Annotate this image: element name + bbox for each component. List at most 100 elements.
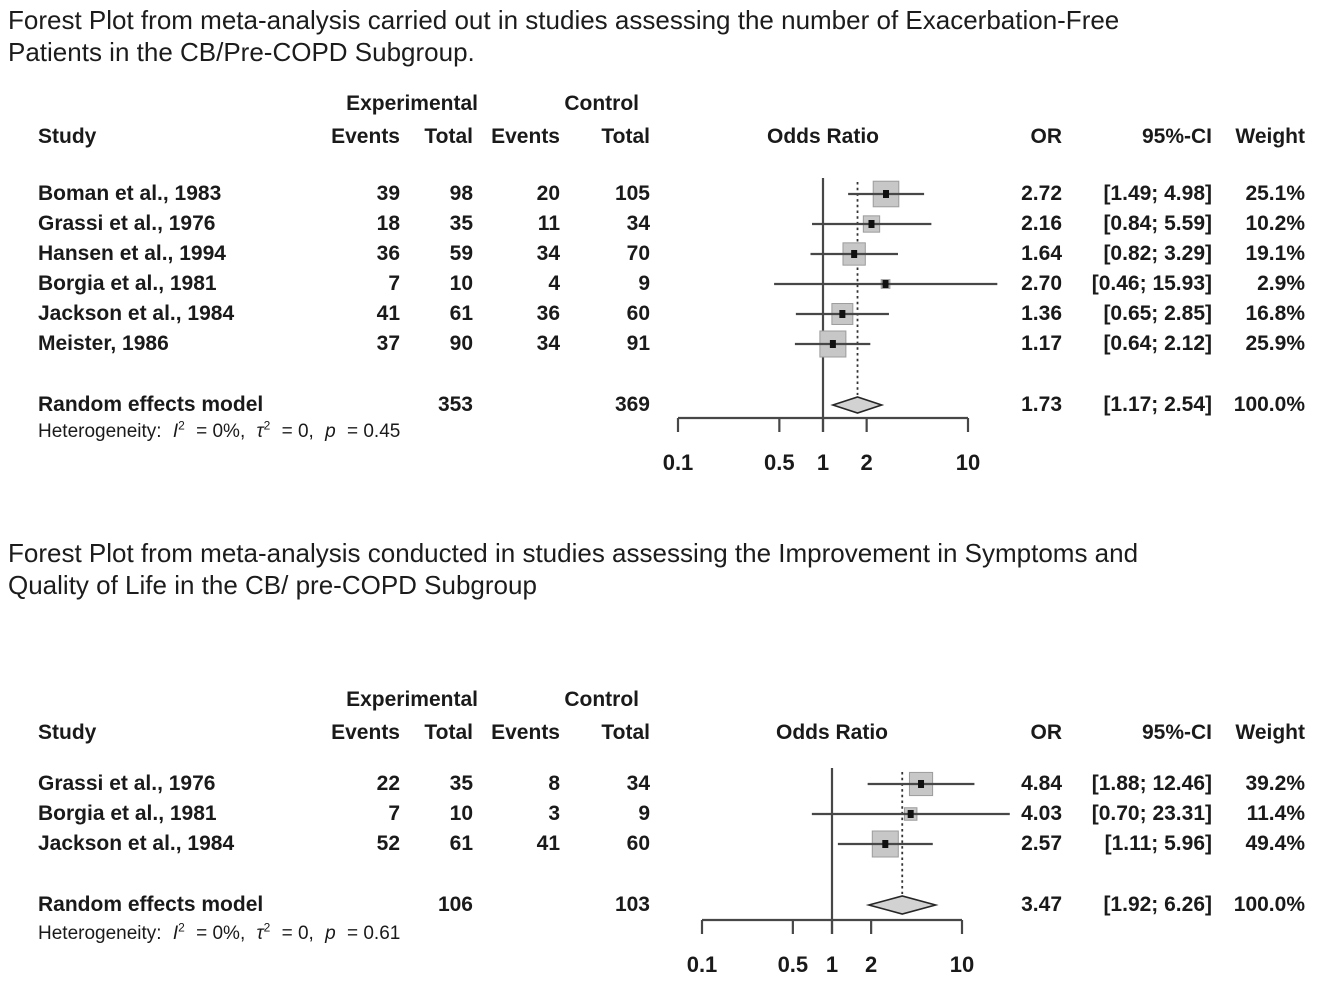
heterogeneity-note: Heterogeneity: I2 = 0%, τ2 = 0, p = 0.61: [0, 921, 1333, 947]
weight-value: 16.8%: [1245, 302, 1305, 325]
column-header-experimental: Experimental: [346, 688, 478, 711]
superscript: 2: [263, 920, 271, 935]
column-header-weight: Weight: [1235, 721, 1305, 744]
control-events-value: 20: [536, 182, 560, 205]
control-events-value: 8: [548, 772, 560, 795]
p-value: = 0.45: [346, 421, 401, 442]
experimental-total-value: 98: [449, 182, 473, 205]
heterogeneity-label: Heterogeneity:: [38, 421, 162, 442]
group-header-row: Experimental Control: [0, 686, 1333, 714]
experimental-events-value: 41: [376, 302, 400, 325]
control-total-value: 60: [626, 302, 650, 325]
experimental-total-value: 35: [449, 772, 473, 795]
tau-squared-value: = 0,: [281, 421, 314, 442]
control-events-value: 3: [548, 802, 560, 825]
column-header-control: Control: [564, 688, 639, 711]
superscript: 2: [178, 920, 185, 935]
pooled-label: Random effects model: [38, 893, 264, 916]
p-symbol: p: [325, 421, 336, 442]
ci-value: [0.46; 15.93]: [1091, 272, 1212, 295]
experimental-total-value: 35: [449, 212, 473, 235]
column-header-events: Events: [491, 125, 560, 148]
axis-tick-label: 1: [817, 450, 829, 475]
figure-title-line: Quality of Life in the CB/ pre-COPD Subg…: [8, 569, 537, 600]
study-label: Boman et al., 1983: [38, 182, 222, 205]
pooled-weight-value: 100.0%: [1233, 893, 1305, 916]
superscript: 2: [263, 418, 271, 433]
tau-squared-value: = 0,: [281, 923, 314, 944]
control-events-value: 36: [536, 302, 560, 325]
axis-tick-label: 10: [950, 952, 974, 977]
study-label: Jackson et al., 1984: [38, 302, 235, 325]
pooled-weight-value: 100.0%: [1233, 393, 1305, 416]
forest-plot: Experimental Control Study Events Total …: [0, 85, 1333, 485]
ci-value: [1.88; 12.46]: [1091, 772, 1212, 795]
weight-value: 49.4%: [1245, 832, 1305, 855]
axis-tick-label: 10: [956, 450, 980, 475]
weight-value: 39.2%: [1245, 772, 1305, 795]
ci-value: [0.65; 2.85]: [1103, 302, 1212, 325]
i-squared-value: = 0%,: [196, 923, 246, 944]
control-total-value: 70: [626, 242, 650, 265]
experimental-total-value: 59: [449, 242, 473, 265]
experimental-events-value: 52: [376, 832, 400, 855]
experimental-events-value: 22: [376, 772, 400, 795]
column-header-events: Events: [491, 721, 560, 744]
figure-title-line: Forest Plot from meta-analysis conducted…: [8, 538, 1139, 568]
control-total-value: 34: [626, 212, 650, 235]
or-value: 4.03: [1021, 802, 1062, 825]
superscript: 2: [178, 418, 185, 433]
pooled-total-experimental: 106: [437, 893, 473, 916]
axis-tick-label: 2: [865, 952, 877, 977]
weight-value: 25.9%: [1245, 332, 1305, 355]
control-total-value: 91: [626, 332, 650, 355]
or-value: 2.72: [1021, 182, 1062, 205]
experimental-events-value: 18: [376, 212, 400, 235]
study-label: Borgia et al., 1981: [38, 802, 217, 825]
column-header-experimental: Experimental: [346, 92, 478, 115]
table-row: Jackson et al., 1984 52 61 41 60 2.57 [1.11; 5…: [0, 830, 1333, 858]
axis-tick-label: 0.5: [764, 450, 795, 475]
p-value: = 0.61: [346, 923, 401, 944]
ci-value: [1.11; 5.96]: [1104, 832, 1212, 855]
ci-value: [0.64; 2.12]: [1103, 332, 1212, 355]
axis-tick-label: 0.1: [687, 952, 718, 977]
experimental-events-value: 7: [388, 802, 400, 825]
pooled-total-control: 369: [614, 393, 650, 416]
table-row: Meister, 1986 37 90 34 91 1.17 [0.64; 2.12] 25.…: [0, 330, 1333, 358]
experimental-total-value: 10: [449, 802, 473, 825]
pooled-label: Random effects model: [38, 393, 264, 416]
table-row: Borgia et al., 1981 7 10 3 9 4.03 [0.70; 23.31…: [0, 800, 1333, 828]
ci-value: [1.49; 4.98]: [1103, 182, 1212, 205]
weight-value: 2.9%: [1257, 272, 1305, 295]
experimental-total-value: 61: [449, 302, 473, 325]
axis-tick-label: 1: [826, 952, 838, 977]
study-label: Grassi et al., 1976: [38, 772, 216, 795]
column-header-ci: 95%-CI: [1141, 721, 1212, 744]
control-total-value: 60: [626, 832, 650, 855]
i-squared-value: = 0%,: [196, 421, 246, 442]
weight-value: 25.1%: [1245, 182, 1305, 205]
plot-title: Odds Ratio: [775, 721, 888, 744]
axis-tick-label: 2: [861, 450, 873, 475]
weight-value: 19.1%: [1245, 242, 1305, 265]
control-total-value: 105: [614, 182, 650, 205]
heterogeneity-label: Heterogeneity:: [38, 923, 162, 944]
study-label: Borgia et al., 1981: [38, 272, 217, 295]
ci-value: [0.84; 5.59]: [1103, 212, 1212, 235]
figure-title: Forest Plot from meta-analysis conducted…: [8, 538, 1333, 601]
control-events-value: 41: [536, 832, 560, 855]
column-header-row: Study Events Total Events Total Odds Rat…: [0, 123, 1333, 151]
pooled-or-value: 1.73: [1021, 393, 1062, 416]
figure-title: Forest Plot from meta-analysis carried o…: [8, 5, 1333, 68]
or-value: 1.17: [1021, 332, 1062, 355]
table-row: Jackson et al., 1984 41 61 36 60 1.36 [0.65; 2…: [0, 300, 1333, 328]
column-header-ci: 95%-CI: [1141, 125, 1212, 148]
i-squared-symbol: I: [172, 923, 179, 944]
control-events-value: 4: [548, 272, 560, 295]
weight-value: 10.2%: [1245, 212, 1305, 235]
study-label: Jackson et al., 1984: [38, 832, 235, 855]
experimental-total-value: 10: [449, 272, 473, 295]
experimental-events-value: 37: [376, 332, 400, 355]
